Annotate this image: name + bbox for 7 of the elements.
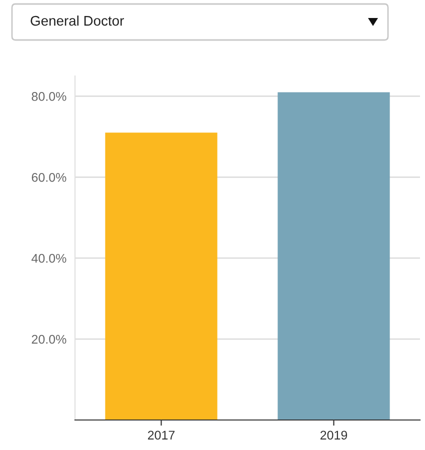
- y-tick-label: 40.0%: [32, 254, 66, 263]
- y-tick-label: 20.0%: [32, 334, 66, 344]
- chart-title: General Doctor: [30, 16, 124, 26]
- y-tick-label: 60.0%: [32, 172, 66, 182]
- y-tick-label: 80.0%: [32, 92, 66, 101]
- x-tick-label: 2017: [148, 430, 175, 440]
- x-tick-label: 2019: [320, 430, 348, 440]
